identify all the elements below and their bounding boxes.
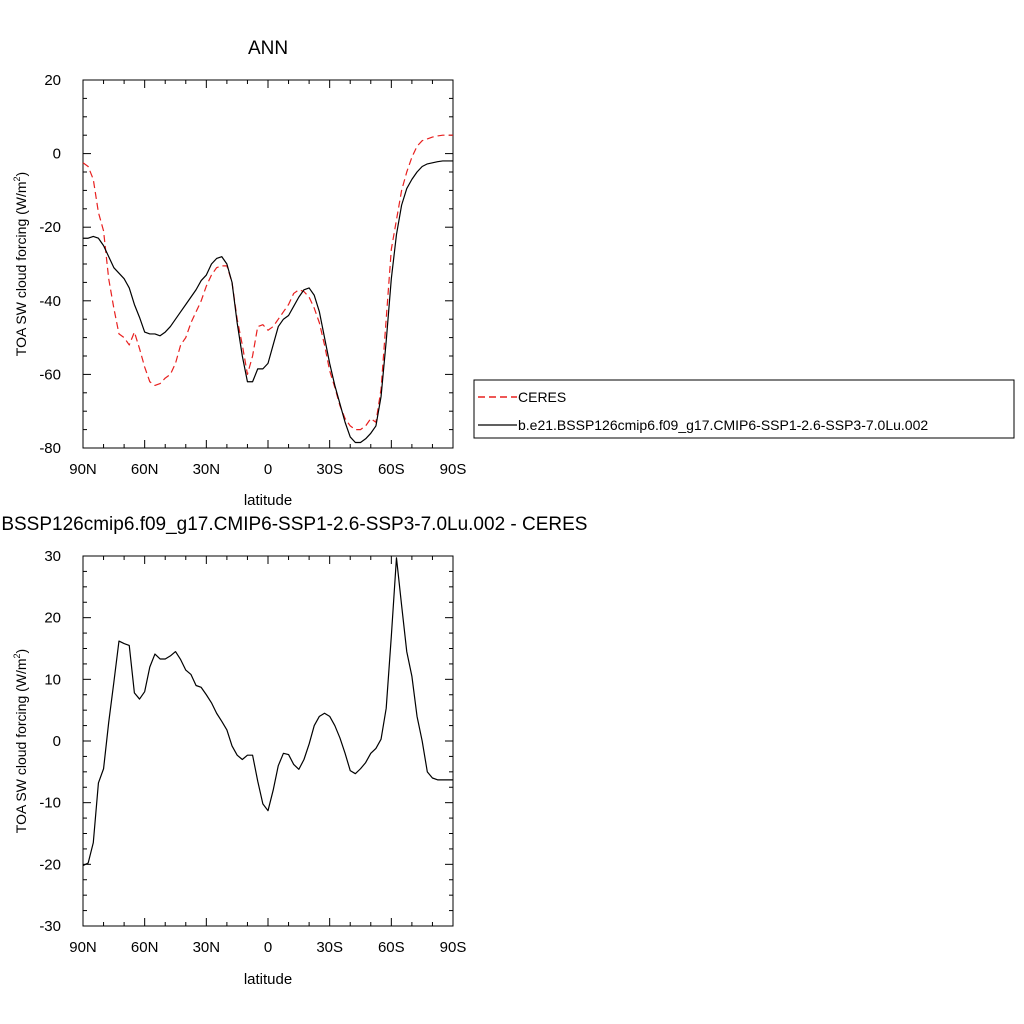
bottom-chart-title: b.e21.BSSP126cmip6.f09_g17.CMIP6-SSP1-2.… — [0, 514, 587, 535]
bottom-x-tick-label: 60S — [378, 939, 405, 956]
legend-box — [473, 379, 1015, 439]
top-x-tick-label: 0 — [264, 461, 272, 478]
top-x-axis-label: latitude — [244, 492, 292, 509]
bottom-axis-ticks: 90N 60N 30N 0 30S 60S 90S -30 -20 -10 0 10 20 30 — [39, 548, 466, 956]
bottom-series-line-0 — [82, 557, 453, 867]
bottom-x-tick-label: 60N — [131, 939, 159, 956]
bottom-y-tick-label: -30 — [39, 918, 61, 935]
bottom-y-tick-label: 0 — [53, 733, 61, 750]
bottom-plot-frame — [82, 555, 454, 927]
top-y-tick-label: 20 — [44, 72, 61, 89]
top-series-line-1 — [83, 160, 453, 444]
top-chart-title: ANN — [248, 38, 288, 59]
top-x-tick-label: 30N — [193, 461, 221, 478]
bottom-y-tick-label: 20 — [44, 610, 61, 627]
top-x-tick-label: 90S — [440, 461, 467, 478]
legend-label-model: b.e21.BSSP126cmip6.f09_g17.CMIP6-SSP1-2.… — [518, 417, 928, 433]
top-y-tick-label: 0 — [53, 146, 61, 163]
top-y-tick-label: -20 — [39, 219, 61, 236]
top-plot-frame — [82, 79, 454, 449]
top-x-tick-label: 60S — [378, 461, 405, 478]
bottom-y-tick-label: -20 — [39, 856, 61, 873]
bottom-y-tick-label: -10 — [39, 795, 61, 812]
bottom-x-tick-label: 30S — [316, 939, 343, 956]
top-panel: ANN 90N 60N 30N 0 30S 60S 90S -80 -60 -40 -20 0 20 l… — [12, 38, 1015, 509]
bottom-x-tick-label: 90S — [440, 939, 467, 956]
top-y-tick-label: -40 — [39, 293, 61, 310]
bottom-y-tick-label: 30 — [44, 548, 61, 565]
bottom-series — [82, 557, 453, 867]
bottom-y-tick-label: 10 — [44, 671, 61, 688]
top-series — [82, 134, 453, 444]
top-series-line-0 — [82, 134, 453, 431]
bottom-y-axis-label: TOA SW cloud forcing (W/m2) — [12, 649, 29, 833]
bottom-x-tick-label: 90N — [69, 939, 97, 956]
top-axis-ticks: 90N 60N 30N 0 30S 60S 90S -80 -60 -40 -20 0 20 — [39, 72, 466, 478]
legend: CERES b.e21.BSSP126cmip6.f09_g17.CMIP6-S… — [473, 379, 1015, 439]
top-y-axis-label: TOA SW cloud forcing (W/m2) — [12, 172, 29, 356]
bottom-x-tick-label: 30N — [193, 939, 221, 956]
top-y-tick-label: -80 — [39, 440, 61, 457]
bottom-x-axis-label: latitude — [244, 971, 292, 988]
top-x-tick-label: 90N — [69, 461, 97, 478]
legend-label-ceres: CERES — [518, 389, 566, 405]
bottom-panel: b.e21.BSSP126cmip6.f09_g17.CMIP6-SSP1-2.… — [0, 514, 587, 988]
top-y-tick-label: -60 — [39, 366, 61, 383]
bottom-x-tick-label: 0 — [264, 939, 272, 956]
top-x-tick-label: 30S — [316, 461, 343, 478]
top-x-tick-label: 60N — [131, 461, 159, 478]
